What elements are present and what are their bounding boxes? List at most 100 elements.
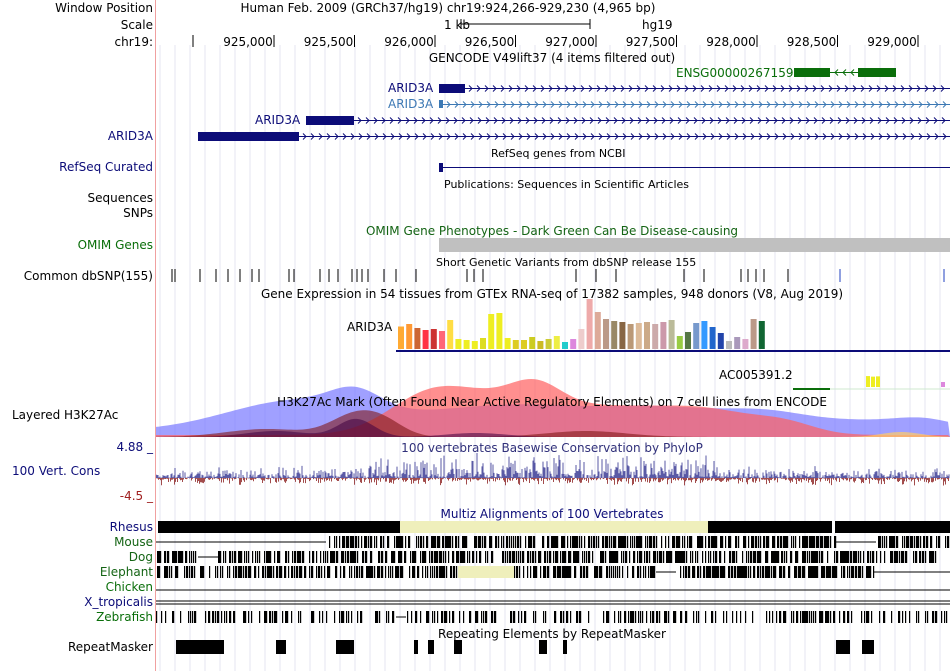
alignment-block xyxy=(422,551,424,563)
species-mouse[interactable]: Mouse xyxy=(114,535,153,549)
gtex-bar xyxy=(726,341,732,349)
alignment-block xyxy=(772,551,774,563)
refseq-track-label[interactable]: RefSeq Curated xyxy=(59,160,153,174)
snps-track-label[interactable]: SNPs xyxy=(123,206,153,220)
alignment-block xyxy=(735,536,737,548)
alignment-block xyxy=(321,566,323,578)
alignment-block xyxy=(625,611,627,623)
alignment-block xyxy=(896,536,898,548)
alignment-block xyxy=(164,566,166,578)
alignment-block xyxy=(805,611,807,623)
strand-chevron xyxy=(790,133,795,140)
species-rhesus[interactable]: Rhesus xyxy=(109,520,153,534)
strand-chevron xyxy=(764,85,769,92)
browser-image[interactable]: Human Feb. 2009 (GRCh37/hg19) chr19:924,… xyxy=(156,0,950,671)
gencode-title: GENCODE V49lift37 (4 items filtered out) xyxy=(428,51,676,65)
alignment-block xyxy=(806,536,808,548)
alignment-block xyxy=(752,611,754,623)
alignment-block xyxy=(348,536,350,548)
alignment-block xyxy=(540,566,542,578)
alignment-block xyxy=(923,536,925,548)
alignment-block xyxy=(617,551,619,563)
alignment-block xyxy=(516,566,518,578)
alignment-block xyxy=(834,551,836,563)
alignment-block xyxy=(821,566,823,578)
gene-label-ensg[interactable]: ENSG00000267159 xyxy=(676,66,794,80)
strand-chevron xyxy=(834,69,839,76)
alignment-block xyxy=(815,551,817,563)
alignment-block xyxy=(732,551,734,563)
alignment-block xyxy=(378,566,380,578)
alignment-block xyxy=(535,551,537,563)
strand-chevron xyxy=(598,101,603,108)
gene-label-arid3a[interactable]: ARID3A xyxy=(107,129,153,143)
alignment-block xyxy=(633,611,635,623)
alignment-block xyxy=(194,611,196,623)
alignment-block xyxy=(577,611,579,623)
gene-label-arid3a-1[interactable]: ARID3A xyxy=(388,81,434,95)
species-zebrafish[interactable]: Zebrafish xyxy=(96,610,153,624)
alignment-block xyxy=(334,611,336,623)
alignment-block xyxy=(448,551,450,563)
alignment-block xyxy=(388,566,390,578)
alignment-block xyxy=(763,566,765,578)
h3k27ac-track-label[interactable]: Layered H3K27Ac xyxy=(12,408,119,422)
alignment-block xyxy=(435,536,437,548)
alignment-block xyxy=(320,551,322,563)
alignment-block xyxy=(517,536,519,548)
strand-chevron xyxy=(790,101,795,108)
alignment-block xyxy=(682,536,684,548)
dbsnp-track-label[interactable]: Common dbSNP(155) xyxy=(23,269,153,283)
species-xtropicalis[interactable]: X_tropicalis xyxy=(84,595,153,609)
alignment-block xyxy=(837,551,839,563)
strand-chevron xyxy=(502,101,507,108)
alignment-block xyxy=(870,566,872,578)
gtex-bar xyxy=(562,342,568,349)
alignment-block xyxy=(686,611,688,623)
ruler-tick-label: 926,500 xyxy=(464,35,515,49)
species-chicken[interactable]: Chicken xyxy=(105,580,153,594)
alignment-block xyxy=(531,536,533,548)
alignment-block xyxy=(780,566,782,578)
strand-chevron xyxy=(620,85,625,92)
alignment-block xyxy=(340,566,342,578)
cons-track-label[interactable]: 100 Vert. Cons xyxy=(12,464,101,478)
alignment-block xyxy=(665,536,667,548)
gene-label-arid3a-3[interactable]: ARID3A xyxy=(255,113,301,127)
alignment-block xyxy=(781,551,783,563)
publications-track-label[interactable]: Sequences xyxy=(87,191,153,205)
alignment-block xyxy=(822,536,824,548)
alignment-block xyxy=(848,611,850,623)
alignment-block xyxy=(235,551,237,563)
alignment-block xyxy=(316,551,318,563)
gtex-gene-arid3a[interactable]: ARID3A xyxy=(347,320,393,334)
strand-chevron xyxy=(686,101,691,108)
alignment-block xyxy=(195,551,197,563)
gtex-gene-ac005391[interactable]: AC005391.2 xyxy=(719,368,793,382)
strand-chevron xyxy=(750,101,755,108)
species-dog[interactable]: Dog xyxy=(128,550,153,564)
alignment-block xyxy=(432,566,434,578)
alignment-block xyxy=(400,551,402,563)
gene-label-arid3a-2[interactable]: ARID3A xyxy=(388,97,434,111)
alignment-block xyxy=(410,551,412,563)
alignment-block xyxy=(270,566,272,578)
alignment-block xyxy=(830,566,832,578)
alignment-block xyxy=(343,536,345,548)
ruler-tick-label: 929,000 xyxy=(867,35,917,49)
alignment-block xyxy=(899,551,901,563)
alignment-block xyxy=(879,611,881,623)
alignment-block xyxy=(901,551,903,563)
strand-chevron xyxy=(389,117,394,124)
repeatmasker-track-label[interactable]: RepeatMasker xyxy=(67,640,153,654)
alignment-block xyxy=(619,536,621,548)
alignment-block xyxy=(894,551,896,563)
alignment-block xyxy=(880,551,882,563)
alignment-block xyxy=(704,566,706,578)
alignment-block xyxy=(712,536,714,548)
omim-track-label[interactable]: OMIM Genes xyxy=(77,238,153,252)
gtex-bar xyxy=(496,313,503,349)
strand-chevron xyxy=(468,85,473,92)
alignment-block xyxy=(415,551,417,563)
species-elephant[interactable]: Elephant xyxy=(99,565,153,579)
